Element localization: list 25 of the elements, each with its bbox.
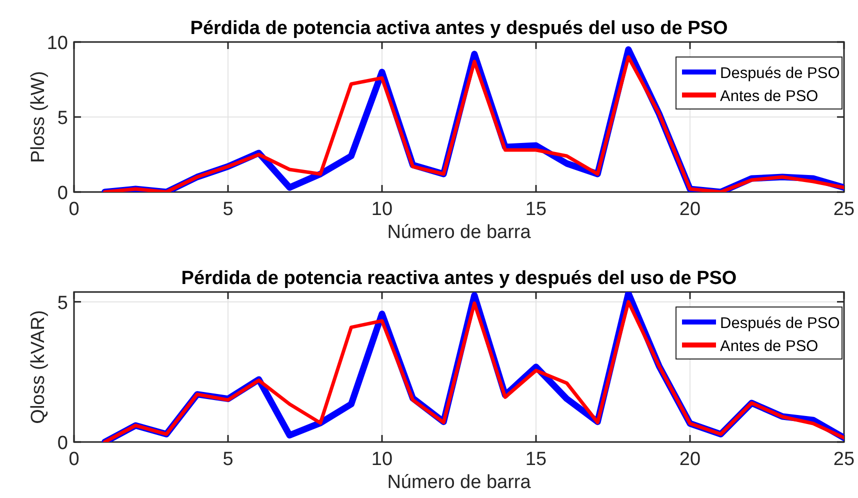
- y-tick-label: 10: [46, 33, 68, 54]
- y-tick-label: 0: [57, 183, 68, 204]
- legend-label: Después de PSO: [720, 65, 840, 82]
- chart-title: Pérdida de potencia reactiva antes y después del uso de PSO: [181, 268, 737, 289]
- x-tick-label: 20: [679, 449, 701, 470]
- y-axis-title: Ploss (kW): [28, 71, 49, 163]
- x-tick-label: 5: [222, 199, 234, 220]
- legend-label: Antes de PSO: [720, 88, 818, 105]
- x-tick-label: 10: [371, 449, 393, 470]
- x-tick-label: 25: [833, 199, 855, 220]
- x-tick-label: 5: [222, 449, 234, 470]
- y-tick-label: 5: [57, 292, 68, 314]
- legend-label: Después de PSO: [720, 315, 840, 332]
- x-tick-label: 15: [525, 199, 547, 220]
- x-tick-label: 15: [525, 449, 547, 470]
- y-axis-title: Qloss (kVAR): [28, 310, 49, 424]
- x-axis-title: Número de barra: [387, 222, 532, 243]
- x-tick-label: 25: [833, 449, 855, 470]
- x-axis-title: Número de barra: [387, 472, 532, 493]
- x-tick-label: 20: [679, 199, 701, 220]
- legend-label: Antes de PSO: [720, 338, 818, 355]
- y-tick-label: 0: [57, 433, 68, 454]
- y-tick-label: 5: [57, 108, 68, 129]
- x-tick-label: 10: [371, 199, 393, 220]
- chart-title: Pérdida de potencia activa antes y después del uso de PSO: [190, 18, 728, 39]
